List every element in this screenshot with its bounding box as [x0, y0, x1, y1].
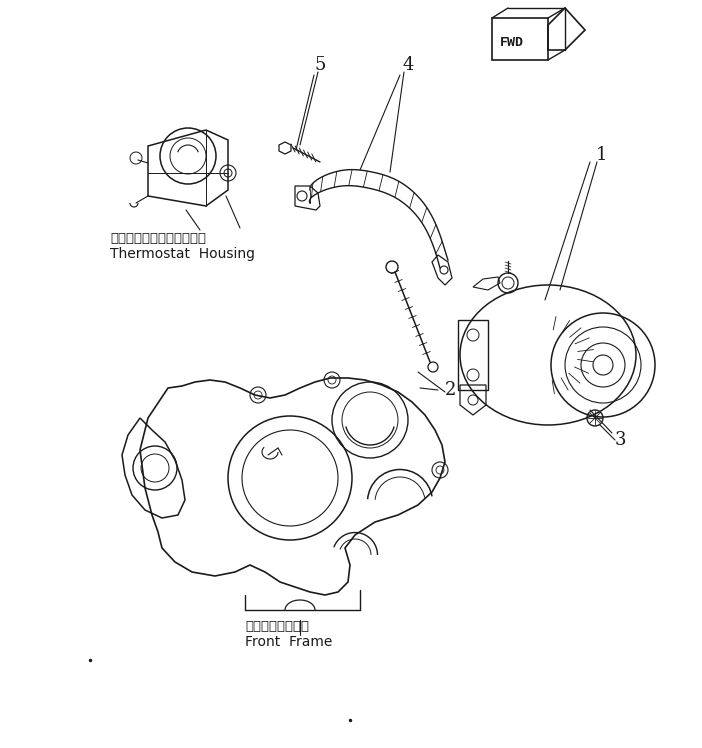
Text: FWD: FWD [500, 35, 524, 49]
Text: 4: 4 [402, 56, 413, 74]
Text: 1: 1 [596, 146, 608, 164]
Text: 5: 5 [314, 56, 326, 74]
Text: Thermostat  Housing: Thermostat Housing [110, 247, 255, 261]
Text: サーモスタットハウジング: サーモスタットハウジング [110, 232, 206, 245]
Text: 2: 2 [444, 381, 456, 399]
Text: Front  Frame: Front Frame [245, 635, 332, 649]
Text: 3: 3 [614, 431, 625, 449]
Text: フロントフレーム: フロントフレーム [245, 620, 309, 633]
